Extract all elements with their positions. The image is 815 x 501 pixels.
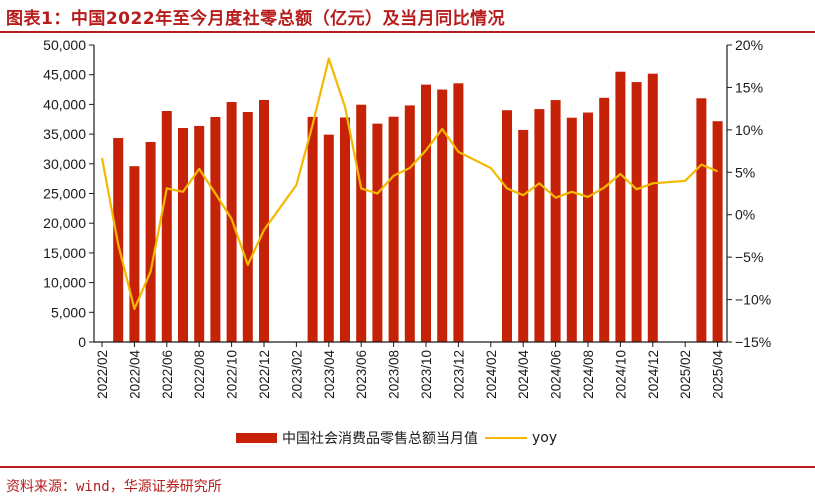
bar-2022/06 (161, 110, 172, 342)
combo-chart: 0 5,000 10,000 15,000 20,000 25,000 30,000 35,0… (43, 37, 771, 399)
svg-text:40,000: 40,000 (43, 96, 86, 112)
svg-text:−10%: −10% (735, 292, 771, 308)
chart-legend: 中国社会消费品零售总额当月值 yoy (236, 428, 557, 448)
svg-text:25,000: 25,000 (43, 186, 86, 202)
svg-text:2025/02: 2025/02 (678, 350, 693, 399)
svg-text:30,000: 30,000 (43, 156, 86, 172)
bar-2024/07 (566, 117, 577, 342)
bar-2023/10 (421, 84, 431, 342)
bar-2023/11 (437, 89, 448, 342)
legend-line-label: yoy (532, 430, 558, 446)
bar-series (113, 71, 723, 343)
bar-2023/04 (323, 134, 334, 342)
bar-2022/04 (129, 166, 140, 342)
bar-2022/11 (242, 112, 253, 342)
svg-text:−15%: −15% (735, 334, 771, 350)
bar-2023/08 (388, 116, 399, 342)
bar-2024/08 (583, 112, 593, 342)
svg-text:2022/02: 2022/02 (95, 350, 110, 399)
title-divider (0, 31, 815, 33)
bar-2024/03 (502, 110, 512, 343)
svg-text:2023/08: 2023/08 (387, 350, 402, 399)
bar-2024/06 (550, 100, 561, 342)
svg-text:5,000: 5,000 (51, 304, 86, 320)
svg-text:2023/06: 2023/06 (354, 350, 369, 399)
bar-2023/12 (453, 83, 464, 343)
bar-2025/04 (712, 121, 723, 342)
svg-text:2025/04: 2025/04 (711, 350, 726, 399)
svg-text:2024/10: 2024/10 (613, 350, 628, 399)
svg-text:2023/12: 2023/12 (451, 350, 466, 399)
svg-text:10,000: 10,000 (43, 275, 86, 291)
svg-text:10%: 10% (735, 122, 763, 138)
svg-text:20,000: 20,000 (43, 215, 86, 231)
legend-bar-swatch (236, 433, 277, 443)
right-y-axis: −15% −10% −5% 0% 5% 10% 15% 20% (726, 37, 771, 350)
svg-text:0%: 0% (735, 207, 755, 223)
legend-line-swatch (485, 437, 527, 439)
bar-2023/09 (404, 105, 415, 343)
bar-2022/07 (178, 127, 188, 342)
svg-text:20%: 20% (735, 37, 763, 53)
yoy-line (100, 57, 719, 310)
svg-text:5%: 5% (735, 164, 755, 180)
chart-title: 图表1：中国2022年至今月度社零总额（亿元）及当月同比情况 (6, 9, 506, 29)
bar-2023/06 (356, 104, 367, 343)
svg-text:2022/08: 2022/08 (192, 350, 207, 399)
bar-2023/05 (340, 117, 350, 342)
bar-2023/03 (307, 116, 318, 343)
bar-2024/11 (631, 82, 642, 342)
svg-text:2024/06: 2024/06 (549, 350, 564, 399)
bar-2022/09 (210, 116, 221, 342)
bar-2023/07 (372, 123, 383, 342)
svg-text:35,000: 35,000 (43, 126, 86, 142)
bar-2024/05 (534, 109, 545, 343)
bar-2024/09 (599, 97, 610, 342)
svg-text:2023/04: 2023/04 (322, 350, 337, 399)
svg-text:0: 0 (78, 334, 86, 350)
svg-text:2024/12: 2024/12 (646, 350, 661, 399)
svg-text:2022/04: 2022/04 (127, 350, 142, 399)
svg-text:15%: 15% (735, 79, 763, 95)
bar-2024/10 (615, 71, 626, 342)
bar-2022/12 (259, 100, 269, 343)
bar-2024/04 (518, 129, 529, 342)
svg-text:2024/02: 2024/02 (484, 350, 499, 399)
svg-text:2024/04: 2024/04 (516, 350, 531, 399)
svg-text:2022/06: 2022/06 (160, 350, 175, 399)
svg-text:2023/02: 2023/02 (289, 350, 304, 399)
bar-2024/12 (647, 73, 658, 343)
left-y-axis: 0 5,000 10,000 15,000 20,000 25,000 30,000 35,0… (43, 37, 95, 350)
svg-text:50,000: 50,000 (43, 37, 86, 53)
svg-text:−5%: −5% (735, 249, 763, 265)
svg-text:2023/10: 2023/10 (419, 350, 434, 399)
source-note: 资料来源：wind，华源证券研究所 (6, 479, 222, 495)
svg-text:2022/12: 2022/12 (257, 350, 272, 399)
footer-divider (0, 466, 815, 468)
bar-2025/03 (696, 98, 707, 342)
legend-bar-label: 中国社会消费品零售总额当月值 (282, 431, 478, 447)
svg-text:2022/10: 2022/10 (225, 350, 240, 399)
svg-text:15,000: 15,000 (43, 245, 86, 261)
svg-text:45,000: 45,000 (43, 67, 86, 83)
x-axis: 2022/02 2022/04 2022/06 2022/08 2022/10 2022/… (94, 341, 727, 399)
bar-2022/05 (145, 142, 156, 342)
bar-2022/08 (194, 125, 205, 343)
svg-text:2024/08: 2024/08 (581, 350, 596, 399)
